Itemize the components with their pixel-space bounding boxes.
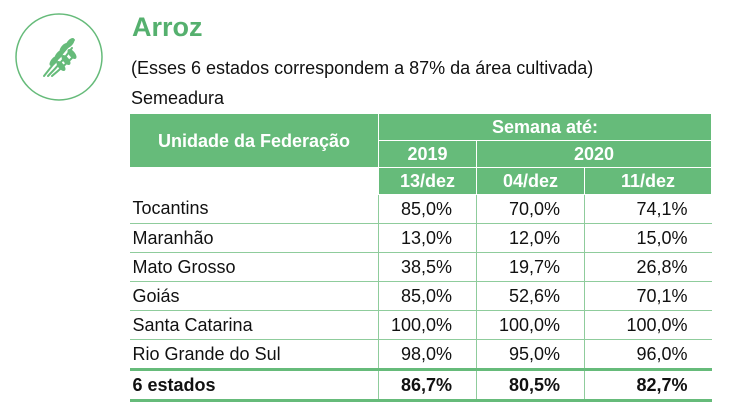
value-cell: 100,0% bbox=[584, 310, 712, 340]
value-cell: 95,0% bbox=[476, 339, 585, 370]
page-title: Arroz bbox=[132, 12, 203, 42]
table-row: Rio Grande do Sul 98,0% 95,0% 96,0% bbox=[129, 339, 712, 370]
col-header-state: Unidade da Federação bbox=[129, 113, 379, 168]
value-cell: 12,0% bbox=[476, 223, 585, 253]
col-header-group: Semana até: bbox=[378, 113, 712, 141]
col-header-year-b: 2020 bbox=[476, 140, 712, 168]
total-label: 6 estados bbox=[129, 368, 379, 402]
value-cell: 13,0% bbox=[378, 223, 477, 253]
table-row: Goiás 85,0% 52,6% 70,1% bbox=[129, 281, 712, 311]
table-row: Tocantins 85,0% 70,0% 74,1% bbox=[129, 194, 712, 224]
state-cell: Rio Grande do Sul bbox=[129, 339, 379, 370]
value-cell: 85,0% bbox=[378, 281, 477, 311]
rice-plant-icon bbox=[14, 12, 104, 102]
value-cell: 100,0% bbox=[476, 310, 585, 340]
total-value: 82,7% bbox=[584, 368, 712, 402]
value-cell: 98,0% bbox=[378, 339, 477, 370]
col-header-date-3: 11/dez bbox=[584, 167, 712, 195]
page-subtitle: (Esses 6 estados correspondem a 87% da á… bbox=[131, 58, 594, 78]
progress-table: Unidade da Federação Semana até: 2019 20… bbox=[129, 113, 712, 402]
value-cell: 70,0% bbox=[476, 194, 585, 224]
col-header-date-2: 04/dez bbox=[476, 167, 585, 195]
value-cell: 26,8% bbox=[584, 252, 712, 282]
value-cell: 70,1% bbox=[584, 281, 712, 311]
total-value: 80,5% bbox=[476, 368, 585, 402]
col-header-year-a: 2019 bbox=[378, 140, 477, 168]
section-label: Semeadura bbox=[131, 88, 225, 108]
state-cell: Tocantins bbox=[129, 194, 379, 224]
value-cell: 52,6% bbox=[476, 281, 585, 311]
value-cell: 100,0% bbox=[378, 310, 477, 340]
value-cell: 96,0% bbox=[584, 339, 712, 370]
value-cell: 74,1% bbox=[584, 194, 712, 224]
table-row: Maranhão 13,0% 12,0% 15,0% bbox=[129, 223, 712, 253]
value-cell: 15,0% bbox=[584, 223, 712, 253]
table-row: Mato Grosso 38,5% 19,7% 26,8% bbox=[129, 252, 712, 282]
state-cell: Mato Grosso bbox=[129, 252, 379, 282]
state-cell: Santa Catarina bbox=[129, 310, 379, 340]
state-cell: Maranhão bbox=[129, 223, 379, 253]
total-value: 86,7% bbox=[378, 368, 477, 402]
value-cell: 85,0% bbox=[378, 194, 477, 224]
state-cell: Goiás bbox=[129, 281, 379, 311]
col-header-date-1: 13/dez bbox=[378, 167, 477, 195]
table-row: Santa Catarina 100,0% 100,0% 100,0% bbox=[129, 310, 712, 340]
value-cell: 38,5% bbox=[378, 252, 477, 282]
value-cell: 19,7% bbox=[476, 252, 585, 282]
total-row: 6 estados 86,7% 80,5% 82,7% bbox=[129, 368, 712, 402]
